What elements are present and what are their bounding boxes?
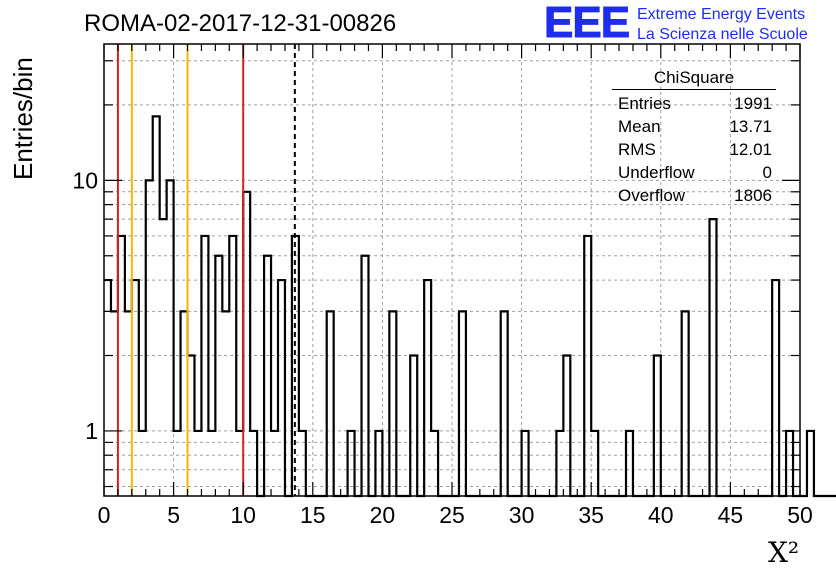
stat-label: Overflow [618,186,686,205]
histogram-outline [104,115,836,498]
eee-logo-mark: EEE [543,0,630,48]
histogram-bin [208,431,215,496]
x-tick-label: 20 [370,502,396,528]
x-tick-label: 50 [787,502,813,528]
histogram-bin [125,311,132,496]
histogram-bin [563,355,570,496]
logo-line-1: Extreme Energy Events [637,6,806,23]
stat-label: Entries [618,94,671,113]
histogram-bin [264,256,271,496]
histogram-bin [236,431,243,496]
x-tick-label: 45 [718,502,744,528]
histogram-bin [243,192,250,496]
histogram-bin [104,280,111,496]
histogram-bin [201,236,208,496]
histogram-bin [431,431,438,496]
histogram-bin [160,219,167,496]
histogram-bin [584,236,591,496]
x-tick-label: 0 [98,502,111,528]
histogram-bin [772,280,779,496]
histogram-bin [626,431,633,496]
histogram-bin [194,431,201,496]
stat-label: Mean [618,117,661,136]
histogram-bin [118,236,125,496]
histogram-bin [222,311,229,496]
histogram-bin [132,280,139,496]
y-tick-label: 1 [85,418,98,444]
histogram-bin [522,431,529,496]
stat-value: 12.01 [729,140,772,159]
logo-line-2: La Scienza nelle Scuole [637,26,808,43]
stat-row-underflow: Underflow 0 [612,161,776,184]
histogram-bin [459,311,466,496]
stat-row-rms: RMS 12.01 [612,138,776,161]
stat-value: 1806 [734,186,772,205]
histogram-bin [215,256,222,496]
stat-label: Underflow [618,163,695,182]
histogram-bin [299,431,306,496]
chart-title: ROMA-02-2017-12-31-00826 [84,10,397,37]
x-tick-label: 35 [578,502,604,528]
histogram-bin [278,280,285,496]
x-tick-label: 10 [230,502,256,528]
stat-value: 1991 [734,94,772,113]
histogram-bin [327,311,334,496]
stats-box: ChiSquare Entries 1991 Mean 13.71 RMS 12… [612,66,776,207]
y-axis-label: Entries/bin [8,57,38,180]
histogram-bin [807,431,814,496]
x-tick-label: 25 [439,502,465,528]
histogram-bin [167,180,174,496]
histogram-bin [362,256,369,496]
histogram-bin [654,355,661,496]
histogram-bin [375,431,382,496]
stat-label: RMS [618,140,656,159]
histogram-bin [153,116,160,496]
x-tick-label: 15 [300,502,326,528]
histogram-bin [174,431,181,496]
histogram-bin [181,311,188,496]
histogram-bin [348,431,355,496]
stat-row-entries: Entries 1991 [612,92,776,115]
y-tick-label: 10 [72,167,98,193]
histogram-bin [146,180,153,496]
histogram-bin [424,280,431,496]
stat-value: 0 [762,163,772,182]
histogram-bin [188,355,195,496]
histogram-bin [271,431,278,496]
histogram-bin [710,219,717,496]
x-tick-label: 40 [648,502,674,528]
x-tick-label: 30 [509,502,535,528]
x-axis-label: X² [768,536,800,569]
histogram-bin [410,355,417,496]
histogram-bin [229,236,236,496]
histogram-bin [389,311,396,496]
stat-row-mean: Mean 13.71 [612,115,776,138]
histogram-bin [292,236,299,496]
histogram-bin [139,431,146,496]
x-tick-label: 5 [167,502,180,528]
histogram-bin [682,311,689,496]
histogram-bin [250,431,257,496]
stats-title: ChiSquare [612,66,776,90]
histogram-bin [591,431,598,496]
histogram-bin [556,431,563,496]
histogram-bin [501,311,508,496]
stat-value: 13.71 [729,117,772,136]
histogram-bin [111,311,118,496]
stat-row-overflow: Overflow 1806 [612,184,776,207]
